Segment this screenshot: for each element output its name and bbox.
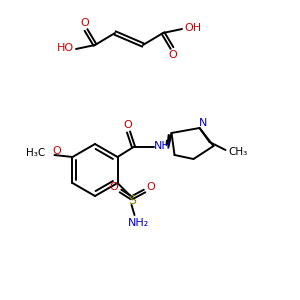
Text: O: O — [146, 182, 155, 192]
Text: O: O — [81, 18, 89, 28]
Text: S: S — [128, 194, 136, 208]
Text: O: O — [52, 146, 61, 156]
Text: O: O — [109, 182, 118, 192]
Text: NH₂: NH₂ — [128, 218, 149, 228]
Text: O: O — [123, 120, 132, 130]
Text: N: N — [199, 118, 208, 128]
Text: CH₃: CH₃ — [228, 147, 247, 157]
Text: HO: HO — [56, 43, 74, 53]
Text: OH: OH — [184, 23, 202, 33]
Text: H₃C: H₃C — [26, 148, 45, 158]
Text: NH: NH — [154, 141, 171, 151]
Text: O: O — [169, 50, 177, 60]
